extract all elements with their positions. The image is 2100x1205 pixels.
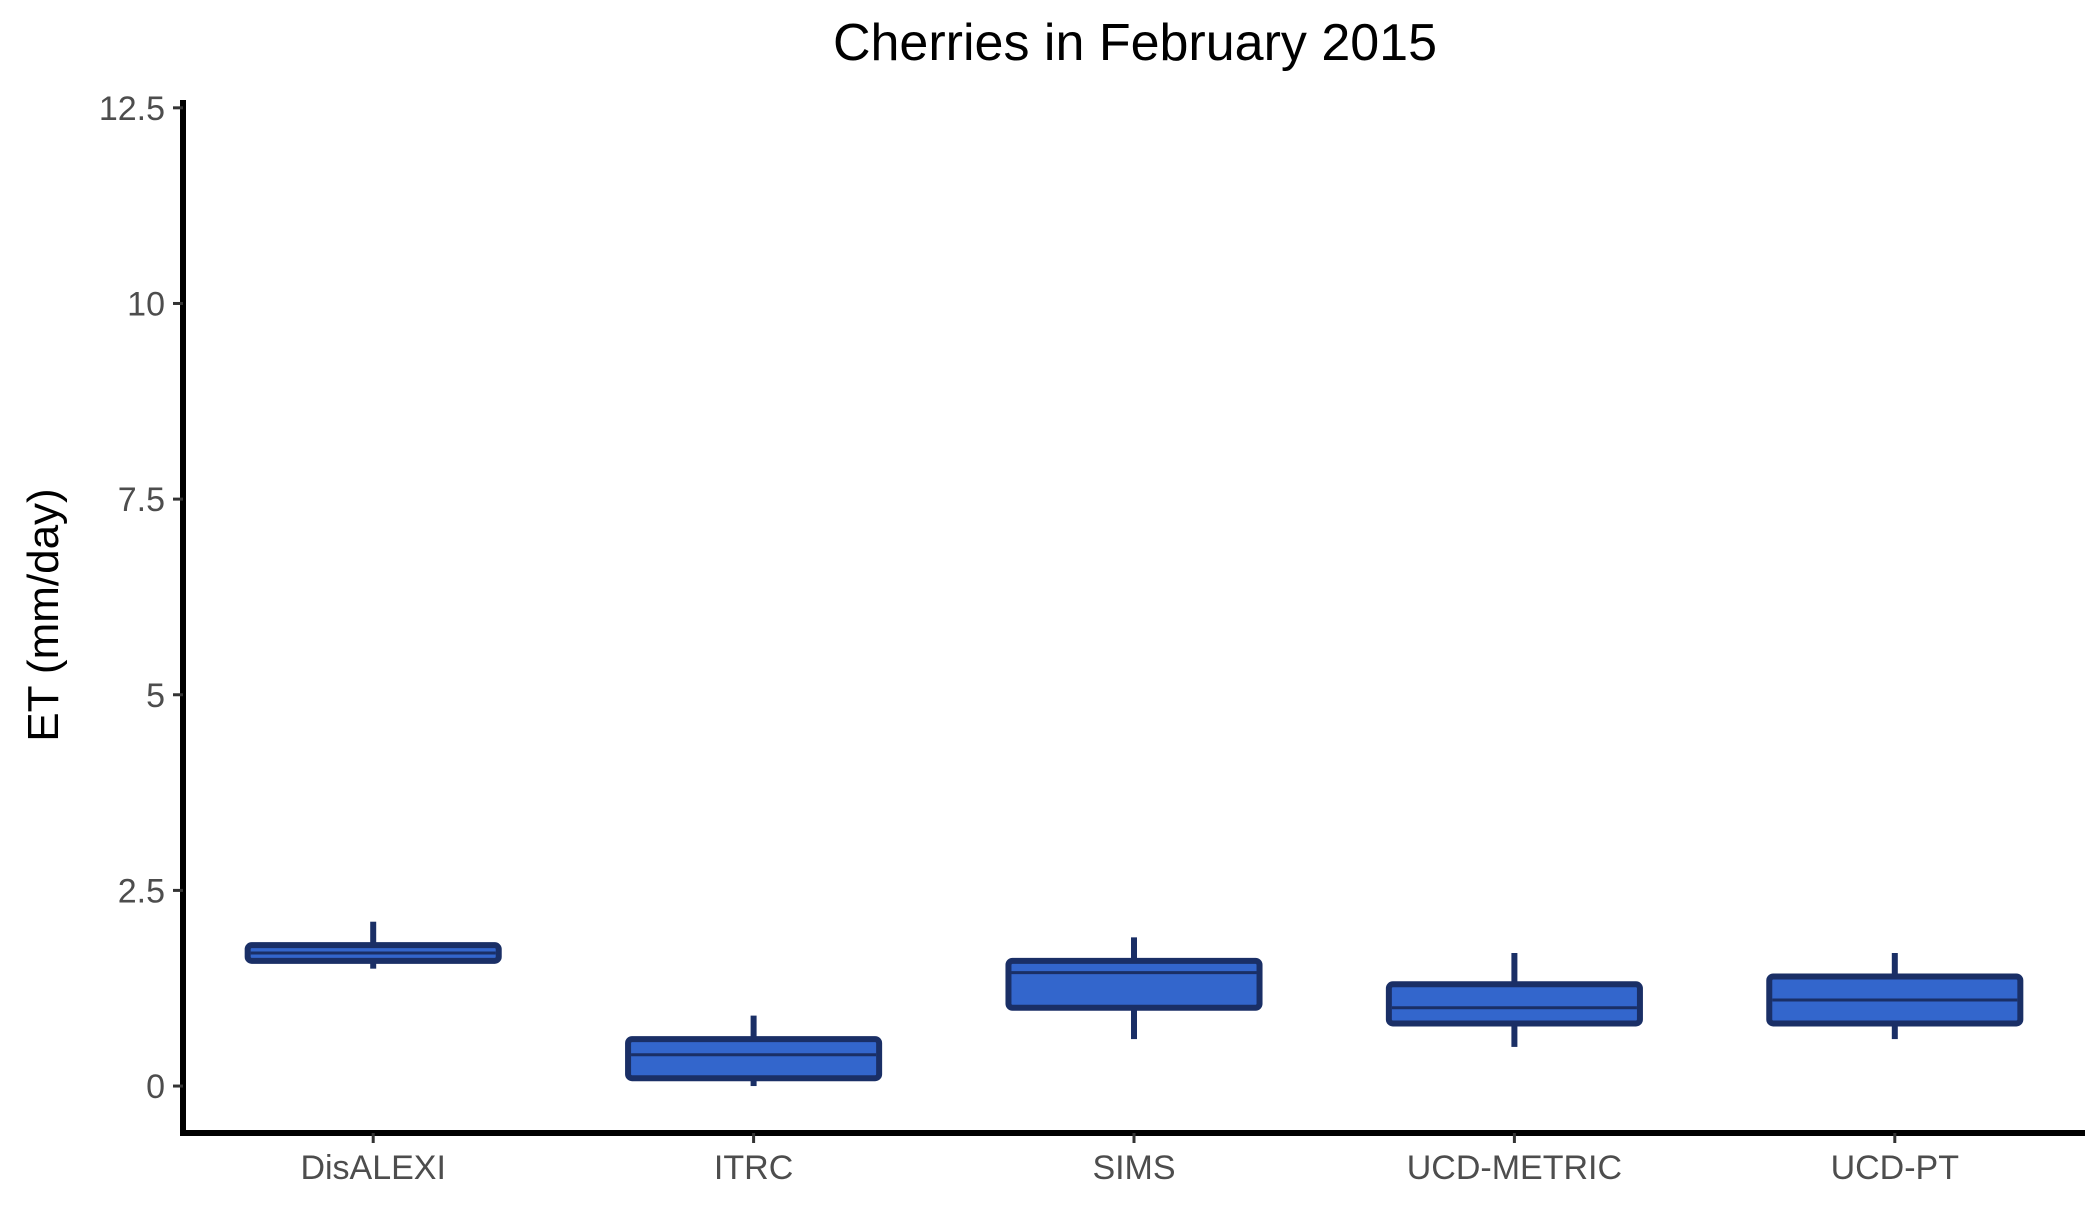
y-tick-label: 7.5 <box>118 481 165 519</box>
y-tick-label: 5 <box>146 677 165 715</box>
box-iqr <box>625 1036 883 1082</box>
x-tick-label: DisALEXI <box>300 1149 446 1187</box>
x-tick-label: UCD-METRIC <box>1407 1149 1622 1187</box>
x-tick-label: SIMS <box>1092 1149 1175 1187</box>
box-iqr <box>1005 957 1263 1011</box>
y-axis-label: ET (mm/day) <box>19 488 68 741</box>
chart-title: Cherries in February 2015 <box>833 14 1437 72</box>
boxes <box>244 921 2024 1087</box>
y-tick-label: 12.5 <box>99 90 165 128</box>
y-axis: 0 2.5 5 7.5 10 12.5 <box>99 90 186 1133</box>
x-axis: DisALEXI ITRC SIMS UCD-METRIC UCD-PT <box>180 1130 2085 1187</box>
box-sims <box>1005 937 1263 1040</box>
y-tick-label: 0 <box>146 1068 165 1106</box>
box-itrc <box>625 1015 883 1087</box>
y-tick-label: 10 <box>127 285 165 323</box>
x-tick-label: ITRC <box>714 1149 793 1187</box>
x-tick-label: UCD-PT <box>1831 1149 1959 1187</box>
box-ucd-pt <box>1766 953 2024 1040</box>
box-iqr <box>1385 981 1643 1027</box>
y-tick-label: 2.5 <box>118 872 165 910</box>
box-ucd-metric <box>1385 953 1643 1047</box>
box-disalexi <box>244 921 502 969</box>
